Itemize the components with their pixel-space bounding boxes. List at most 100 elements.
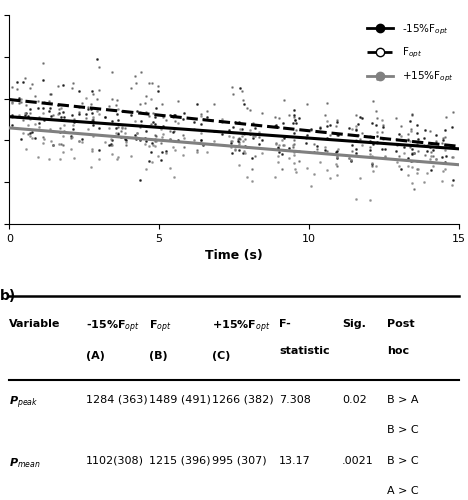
Point <box>148 158 156 166</box>
Point <box>95 146 102 154</box>
Point <box>356 174 364 182</box>
Point <box>127 152 135 160</box>
Point <box>122 135 129 143</box>
Point <box>132 132 139 140</box>
Point <box>441 126 449 134</box>
Point <box>237 84 244 92</box>
Point <box>428 152 435 160</box>
Point <box>410 185 417 193</box>
Text: b): b) <box>0 288 17 302</box>
Point <box>285 111 293 119</box>
Point <box>133 129 141 137</box>
Point <box>333 118 340 126</box>
Point <box>358 140 366 148</box>
Point <box>69 122 76 130</box>
Point <box>333 162 341 170</box>
Point <box>32 92 39 100</box>
Point <box>421 126 429 134</box>
Point <box>407 142 414 150</box>
Point <box>249 118 257 126</box>
Point <box>373 74 380 82</box>
Point <box>127 84 135 92</box>
Point <box>251 132 259 140</box>
Point <box>166 112 173 120</box>
Point <box>424 170 431 177</box>
Point <box>414 166 422 173</box>
Point <box>323 166 331 173</box>
Point <box>241 142 249 150</box>
Point <box>67 132 75 140</box>
Point <box>420 134 427 141</box>
Point <box>179 150 187 158</box>
Point <box>372 162 380 170</box>
Point <box>439 134 447 142</box>
Point <box>352 195 359 203</box>
Point <box>408 157 415 165</box>
Text: 1489 (491): 1489 (491) <box>149 395 211 405</box>
Point <box>71 154 78 162</box>
Point <box>137 68 144 76</box>
Point <box>54 82 62 90</box>
Point <box>162 148 170 156</box>
Point <box>303 164 311 172</box>
Point <box>290 141 297 149</box>
Text: 1215 (396): 1215 (396) <box>149 456 210 466</box>
Point <box>409 156 416 164</box>
Point <box>243 172 251 180</box>
Point <box>101 112 109 120</box>
Point <box>441 158 449 166</box>
Point <box>368 119 376 127</box>
Text: 1102(308): 1102(308) <box>86 456 144 466</box>
Point <box>211 100 218 108</box>
Point <box>40 98 48 106</box>
Point <box>236 140 243 148</box>
Point <box>246 126 254 134</box>
Point <box>200 116 207 124</box>
Point <box>136 122 143 130</box>
Point <box>147 148 154 156</box>
Point <box>235 118 242 126</box>
Point <box>154 82 162 90</box>
Point <box>407 137 414 145</box>
Point <box>76 86 83 94</box>
Point <box>316 124 323 132</box>
Point <box>439 166 447 174</box>
Point <box>27 110 34 118</box>
Point <box>409 150 416 158</box>
Point <box>17 98 24 106</box>
Text: 995 (307): 995 (307) <box>212 456 266 466</box>
Point <box>50 141 57 149</box>
Point <box>94 108 101 116</box>
Point <box>68 84 76 92</box>
Point <box>88 116 96 124</box>
Point <box>409 110 416 118</box>
Point <box>274 144 282 152</box>
Point <box>59 132 67 140</box>
Point <box>119 124 126 132</box>
Point <box>310 140 317 148</box>
Point <box>157 125 165 133</box>
Point <box>448 123 456 131</box>
Point <box>394 158 401 166</box>
Point <box>146 122 153 130</box>
Point <box>255 140 263 148</box>
Point <box>420 178 427 186</box>
Point <box>395 162 402 170</box>
Point <box>280 96 288 104</box>
Point <box>13 78 21 86</box>
Point <box>154 152 162 160</box>
Point <box>54 110 62 118</box>
Point <box>68 112 76 120</box>
Point <box>141 100 148 108</box>
Point <box>394 140 401 147</box>
Point <box>200 142 207 150</box>
Point <box>369 152 376 160</box>
Point <box>295 157 303 165</box>
Point <box>285 154 293 162</box>
Point <box>408 111 416 119</box>
Point <box>356 113 364 121</box>
Point <box>152 120 159 128</box>
Point <box>114 153 122 161</box>
Text: Post: Post <box>387 319 414 329</box>
Point <box>290 158 298 166</box>
